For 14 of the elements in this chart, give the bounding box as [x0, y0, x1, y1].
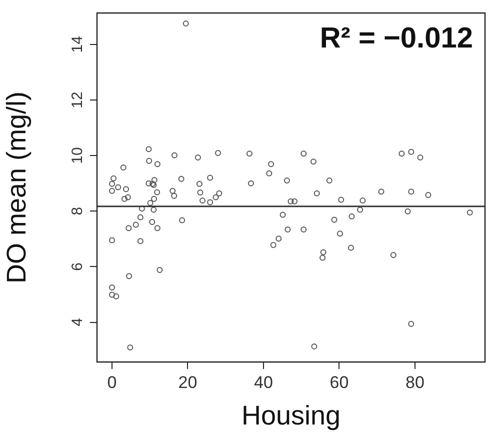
x-tick-label: 20 [178, 372, 198, 392]
x-axis-title: Housing [241, 400, 341, 430]
y-tick-label: 14 [68, 36, 86, 53]
annotation: R² = −0.012 [320, 22, 473, 54]
x-tick-label: 40 [254, 372, 273, 392]
x-tick-label: 0 [107, 372, 117, 392]
y-axis-title: DO mean (mg/l) [2, 91, 32, 284]
y-tick-label: 12 [68, 92, 86, 108]
y-tick-label: 6 [68, 262, 86, 271]
y-tick-label: 8 [68, 206, 86, 216]
y-tick-label: 4 [68, 318, 86, 326]
x-tick-label: 60 [330, 372, 349, 392]
y-tick-label: 10 [68, 147, 86, 164]
x-tick-label: 80 [405, 372, 424, 392]
